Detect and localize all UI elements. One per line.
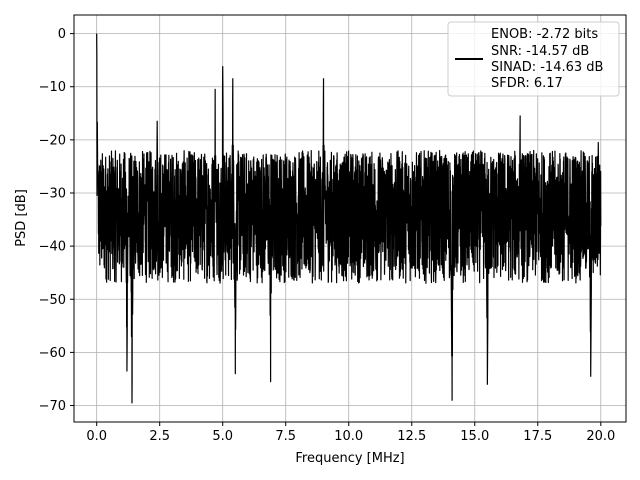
x-tick-label: 2.5 (149, 429, 170, 444)
x-tick-label: 12.5 (397, 429, 426, 444)
y-tick-label: −40 (39, 240, 66, 255)
legend-text-snr: SNR: -14.57 dB (491, 44, 589, 59)
y-tick-label: 0 (58, 27, 66, 42)
plot-frame (73, 14, 627, 423)
x-tick-label: 10.0 (334, 429, 363, 444)
x-ticks: 0.0 2.5 5.0 7.5 10.0 12.5 15.0 17.5 20.0 (86, 422, 615, 444)
psd-series (96, 33, 602, 404)
y-axis-label: PSD [dB] (14, 189, 29, 247)
y-tick-label: −20 (39, 133, 66, 148)
y-tick-label: −50 (39, 293, 66, 308)
x-tick-label: 5.0 (212, 429, 233, 444)
x-tick-label: 7.5 (275, 429, 296, 444)
legend: ENOB: -2.72 bits SNR: -14.57 dB SINAD: -… (447, 21, 620, 97)
legend-box (447, 21, 620, 97)
y-ticks: 0 −10 −20 −30 −40 −50 −60 −70 (39, 27, 74, 414)
y-tick-label: −60 (39, 346, 66, 361)
psd-line (96, 33, 602, 404)
x-axis-label: Frequency [MHz] (295, 451, 404, 466)
legend-text-sinad: SINAD: -14.63 dB (491, 60, 603, 75)
y-tick-label: −70 (39, 399, 66, 414)
x-tick-label: 20.0 (586, 429, 615, 444)
x-tick-label: 0.0 (86, 429, 107, 444)
x-tick-label: 15.0 (460, 429, 489, 444)
y-tick-label: −30 (39, 186, 66, 201)
legend-text-sfdr: SFDR: 6.17 (491, 76, 563, 91)
y-tick-label: −10 (39, 80, 66, 95)
x-tick-label: 17.5 (523, 429, 552, 444)
legend-text-enob: ENOB: -2.72 bits (491, 27, 598, 42)
